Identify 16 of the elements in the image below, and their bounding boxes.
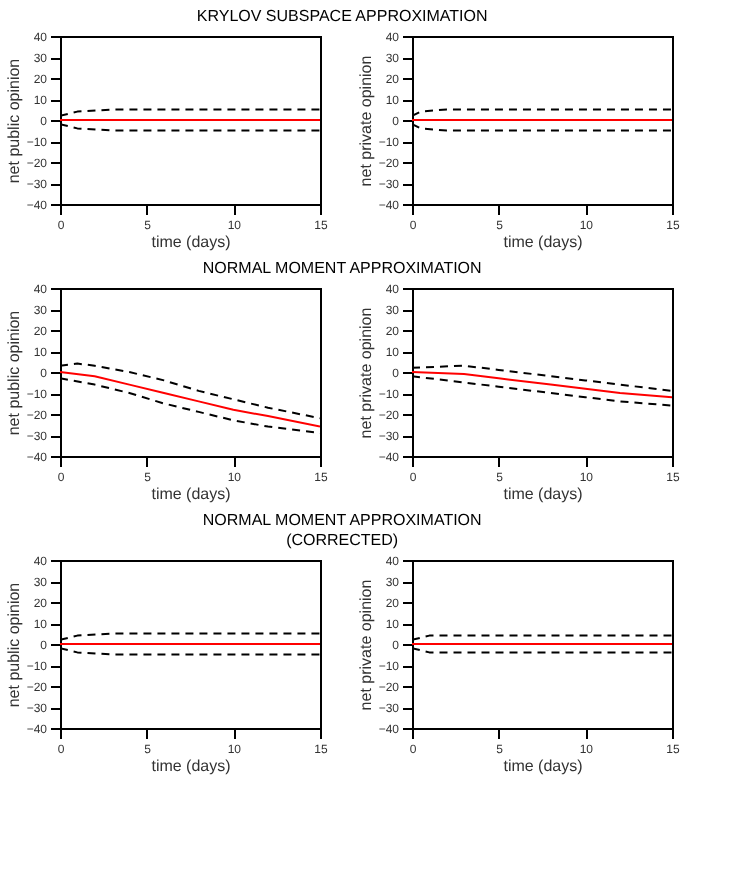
x-axis-title: time (days): [151, 757, 232, 775]
chart-title: NORMAL MOMENT APPROXIMATION: [202, 259, 483, 277]
x-axis-title: time (days): [503, 233, 584, 251]
x-axis-title: time (days): [503, 757, 584, 775]
x-axis-title: time (days): [151, 485, 232, 503]
chart-title: KRYLOV SUBSPACE APPROXIMATION: [196, 7, 488, 25]
x-axis-title: time (days): [503, 485, 584, 503]
x-axis-title: time (days): [151, 233, 232, 251]
y-axis-title: net public opinion: [4, 582, 23, 708]
y-axis-title: net private opinion: [356, 55, 375, 187]
y-axis-title: net private opinion: [356, 579, 375, 711]
line-series: [412, 371, 672, 399]
y-axis-title: net public opinion: [4, 58, 23, 184]
y-axis-title: net private opinion: [356, 307, 375, 439]
chart-title: NORMAL MOMENT APPROXIMATION (CORRECTED): [202, 511, 483, 549]
y-axis-title: net public opinion: [4, 310, 23, 436]
